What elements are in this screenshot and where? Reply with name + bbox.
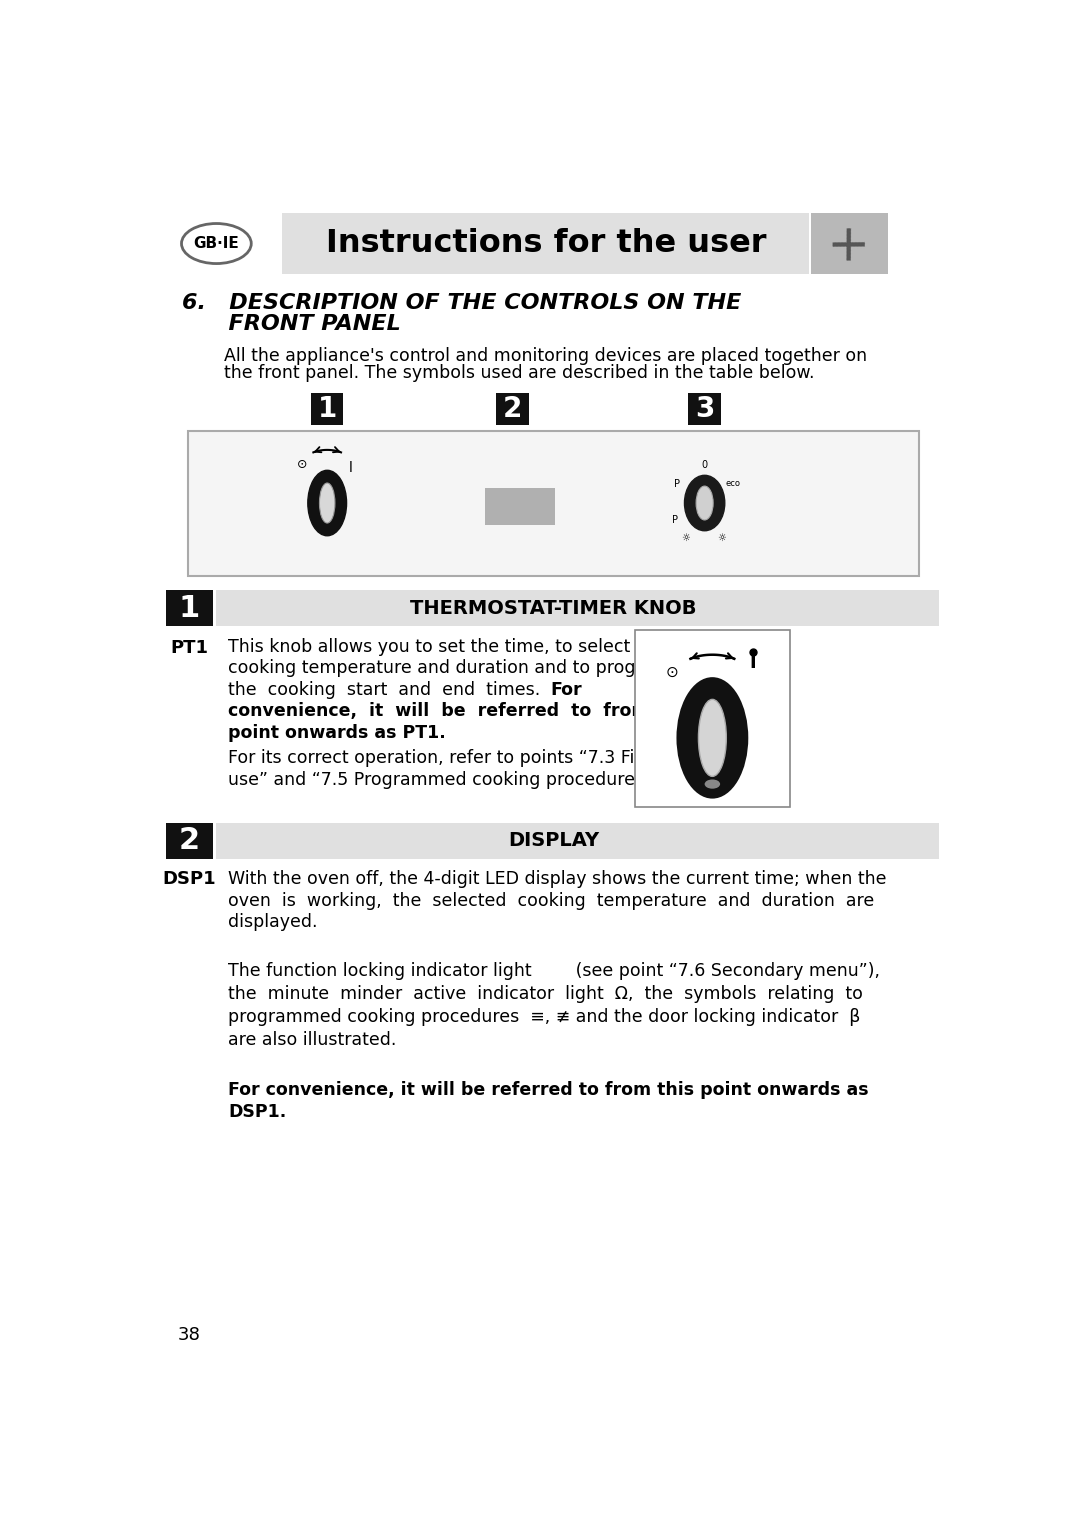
Text: This knob allows you to set the time, to select the: This knob allows you to set the time, to…: [228, 638, 664, 656]
Bar: [688, 393, 721, 425]
Ellipse shape: [699, 699, 727, 777]
Text: 3: 3: [694, 394, 714, 424]
Text: convenience,  it  will  be  referred  to  from  this: convenience, it will be referred to from…: [228, 702, 699, 720]
Text: 2: 2: [178, 826, 200, 855]
Ellipse shape: [697, 486, 713, 520]
Bar: [188, 431, 919, 576]
Text: The function locking indicator light        (see point “7.6 Secondary menu”),: The function locking indicator light (se…: [228, 962, 880, 980]
Bar: [216, 590, 939, 627]
Text: 0: 0: [702, 460, 707, 469]
Bar: [216, 823, 939, 859]
Text: programmed cooking procedures  ≡, ≢ and the door locking indicator  β: programmed cooking procedures ≡, ≢ and t…: [228, 1008, 861, 1026]
Text: All the appliance's control and monitoring devices are placed together on: All the appliance's control and monitori…: [225, 347, 867, 365]
Text: the front panel. The symbols used are described in the table below.: the front panel. The symbols used are de…: [225, 364, 814, 382]
Text: 2: 2: [502, 394, 522, 424]
Text: DSP1.: DSP1.: [228, 1102, 286, 1121]
Ellipse shape: [320, 483, 335, 523]
Ellipse shape: [685, 476, 725, 531]
Bar: [485, 488, 555, 524]
Text: 38: 38: [177, 1326, 201, 1344]
Text: the  minute  minder  active  indicator  light  Ω,  the  symbols  relating  to: the minute minder active indicator light…: [228, 985, 863, 1003]
Text: use” and “7.5 Programmed cooking procedures”.: use” and “7.5 Programmed cooking procedu…: [228, 771, 659, 789]
Text: 1: 1: [178, 593, 200, 622]
Bar: [311, 393, 343, 425]
Text: l: l: [750, 653, 756, 671]
Text: point onwards as PT1.: point onwards as PT1.: [228, 725, 446, 742]
Text: eco: eco: [725, 479, 740, 488]
Text: With the oven off, the 4-digit LED display shows the current time; when the: With the oven off, the 4-digit LED displ…: [228, 870, 887, 888]
Bar: [635, 630, 789, 807]
Bar: [496, 393, 529, 425]
Ellipse shape: [308, 471, 347, 535]
Bar: [282, 213, 809, 274]
Text: P: P: [672, 515, 678, 524]
Ellipse shape: [704, 780, 720, 789]
Text: ✕: ✕: [821, 216, 878, 272]
Text: DSP1: DSP1: [162, 870, 216, 888]
Text: oven  is  working,  the  selected  cooking  temperature  and  duration  are: oven is working, the selected cooking te…: [228, 891, 874, 910]
Text: For its correct operation, refer to points “7.3 First: For its correct operation, refer to poin…: [228, 749, 658, 768]
Text: Instructions for the user: Instructions for the user: [325, 228, 766, 258]
Text: displayed.: displayed.: [228, 913, 318, 931]
Bar: [166, 823, 213, 859]
Text: the  cooking  start  and  end  times.: the cooking start and end times.: [228, 680, 551, 699]
Text: ⊙: ⊙: [665, 665, 678, 680]
Bar: [166, 590, 213, 627]
Text: 6.   DESCRIPTION OF THE CONTROLS ON THE: 6. DESCRIPTION OF THE CONTROLS ON THE: [181, 294, 741, 313]
Text: cooking temperature and duration and to program: cooking temperature and duration and to …: [228, 659, 671, 677]
Text: GB·IE: GB·IE: [193, 235, 240, 251]
Bar: [811, 213, 889, 274]
Text: For: For: [551, 680, 582, 699]
Text: ⊙: ⊙: [296, 459, 307, 471]
Text: P: P: [674, 479, 679, 489]
Text: THERMOSTAT-TIMER KNOB: THERMOSTAT-TIMER KNOB: [410, 599, 697, 618]
Text: FRONT PANEL: FRONT PANEL: [181, 315, 401, 335]
Text: ☼: ☼: [681, 532, 690, 543]
Text: l: l: [349, 462, 352, 476]
Text: For convenience, it will be referred to from this point onwards as: For convenience, it will be referred to …: [228, 1081, 868, 1099]
Ellipse shape: [181, 223, 252, 263]
Text: 1: 1: [318, 394, 337, 424]
Ellipse shape: [677, 679, 747, 798]
Text: are also illustrated.: are also illustrated.: [228, 1031, 396, 1049]
Text: ☼: ☼: [717, 532, 726, 543]
Text: PT1: PT1: [171, 639, 208, 657]
Text: DISPLAY: DISPLAY: [508, 832, 599, 850]
